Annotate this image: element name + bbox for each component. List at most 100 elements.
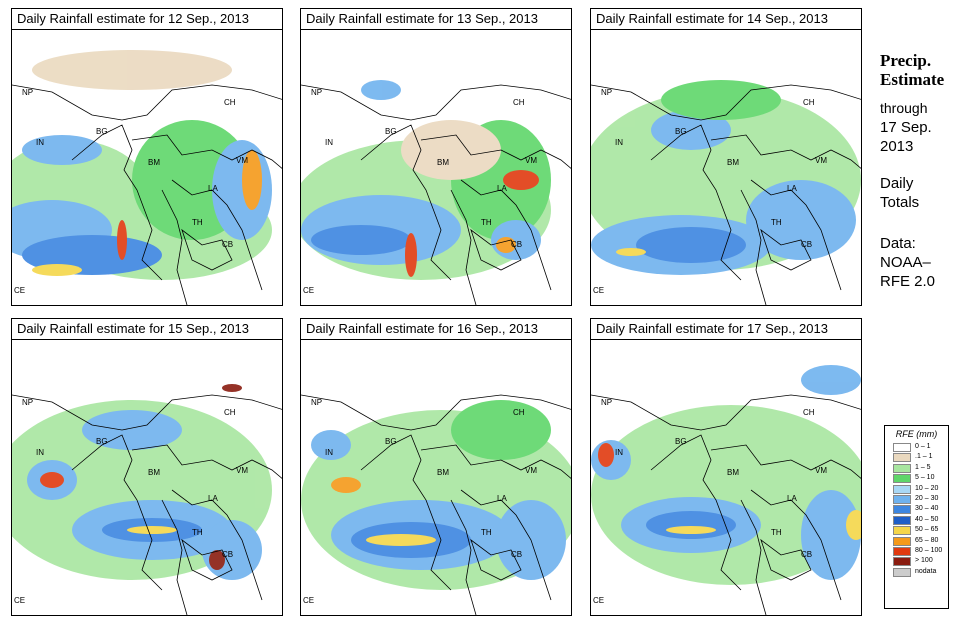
rainfall-map: NP CH IN BG BM VM LA TH CB CE: [301, 30, 571, 305]
rainfall-map-graphic: [591, 30, 861, 305]
rainfall-map-graphic: [301, 30, 571, 305]
country-label: VM: [236, 156, 248, 165]
rainfall-panel-16-sep: Daily Rainfall estimate for 16 Sep., 201…: [300, 318, 572, 616]
country-label: BM: [727, 468, 739, 477]
side-daily-line1: Daily: [880, 175, 914, 192]
country-label: VM: [236, 466, 248, 475]
legend-item: 5 – 10: [885, 473, 948, 484]
country-label: BG: [385, 127, 397, 136]
panel-title: Daily Rainfall estimate for 12 Sep., 201…: [12, 9, 282, 30]
legend-swatch: [893, 505, 911, 515]
panel-title: Daily Rainfall estimate for 17 Sep., 201…: [591, 319, 861, 340]
legend-swatch: [893, 494, 911, 504]
country-label: LA: [208, 184, 218, 193]
side-daily-line2: Totals: [880, 194, 920, 211]
country-label: NP: [311, 88, 323, 97]
country-label: BG: [675, 437, 687, 446]
legend-label: .1 – 1: [915, 453, 933, 461]
country-label: TH: [192, 528, 203, 537]
legend-label: > 100: [915, 557, 933, 565]
country-label: IN: [325, 138, 333, 147]
legend-swatch: [893, 453, 911, 463]
rainfall-panel-17-sep: Daily Rainfall estimate for 17 Sep., 201…: [590, 318, 862, 616]
legend-item: 1 – 5: [885, 463, 948, 473]
country-label: CH: [803, 408, 815, 417]
side-through: through: [880, 100, 928, 116]
legend-item: 10 – 20: [885, 484, 948, 494]
country-label: VM: [815, 466, 827, 475]
legend-item: 30 – 40: [885, 504, 948, 515]
country-label: NP: [22, 398, 34, 407]
country-label: BM: [437, 158, 449, 167]
country-label: CE: [303, 286, 315, 295]
country-label: CB: [222, 240, 234, 249]
country-label: TH: [771, 528, 782, 537]
legend-item: 20 – 30: [885, 494, 948, 504]
legend-item: 80 – 100: [885, 546, 948, 556]
country-label: CB: [511, 550, 523, 559]
side-data-line3: RFE 2.0: [880, 273, 936, 290]
country-label: LA: [787, 184, 797, 193]
legend-label: 50 – 65: [915, 526, 939, 534]
country-label: CH: [224, 98, 236, 107]
legend-label: 65 – 80: [915, 536, 939, 544]
rainfall-map-graphic: [12, 30, 282, 305]
legend-label: 80 – 100: [915, 546, 943, 554]
country-label: CH: [224, 408, 236, 417]
country-label: NP: [601, 398, 613, 407]
side-data-line1: Data:: [880, 235, 916, 252]
legend-swatch: [893, 474, 911, 484]
rainfall-panel-12-sep: Daily Rainfall estimate for 12 Sep., 201…: [11, 8, 283, 306]
country-label: CE: [593, 286, 605, 295]
rainfall-map-graphic: [591, 340, 861, 615]
legend-swatch: [893, 567, 911, 577]
legend-swatch: [893, 536, 911, 546]
country-label: TH: [481, 528, 492, 537]
country-label: TH: [771, 218, 782, 227]
country-label: VM: [815, 156, 827, 165]
country-label: BG: [675, 127, 687, 136]
country-label: LA: [497, 184, 507, 193]
legend-label: 20 – 30: [915, 494, 939, 502]
country-label: CH: [513, 408, 525, 417]
country-label: VM: [525, 156, 537, 165]
legend-item: 65 – 80: [885, 536, 948, 546]
legend-label: 30 – 40: [915, 505, 939, 513]
legend-label: 40 – 50: [915, 515, 939, 523]
side-date-line2: 2013: [880, 138, 914, 155]
country-label: IN: [325, 448, 333, 457]
country-label: CB: [511, 240, 523, 249]
country-label: CE: [14, 286, 26, 295]
country-label: BG: [96, 127, 108, 136]
legend-swatch: [893, 557, 911, 567]
legend-label: 10 – 20: [915, 484, 939, 492]
country-label: IN: [615, 448, 623, 457]
side-date-line1: 17 Sep.: [880, 119, 932, 136]
legend-item: 40 – 50: [885, 515, 948, 525]
country-label: LA: [208, 494, 218, 503]
legend-item: .1 – 1: [885, 452, 948, 463]
country-label: NP: [22, 88, 34, 97]
country-label: CH: [803, 98, 815, 107]
legend-swatch: [893, 443, 911, 452]
country-label: LA: [787, 494, 797, 503]
country-label: BM: [727, 158, 739, 167]
legend-label: 0 – 1: [915, 443, 931, 450]
rainfall-map: NP CH IN BG BM VM LA TH CB CE: [591, 340, 861, 615]
rainfall-panel-15-sep: Daily Rainfall estimate for 15 Sep., 201…: [11, 318, 283, 616]
legend-item: 50 – 65: [885, 525, 948, 536]
legend-swatch: [893, 484, 911, 494]
legend-item: 0 – 1: [885, 442, 948, 452]
country-label: BM: [148, 158, 160, 167]
legend-label: 1 – 5: [915, 463, 931, 471]
country-label: CH: [513, 98, 525, 107]
country-label: VM: [525, 466, 537, 475]
legend-item: nodata: [885, 567, 948, 577]
rainfall-panel-14-sep: Daily Rainfall estimate for 14 Sep., 201…: [590, 8, 862, 306]
rainfall-map: NP CH IN BG BM VM LA TH CB CE: [591, 30, 861, 305]
country-label: CB: [801, 550, 813, 559]
country-label: CE: [14, 596, 26, 605]
rainfall-map: NP CH IN BG BM VM LA TH CB CE: [12, 340, 282, 615]
panel-title: Daily Rainfall estimate for 15 Sep., 201…: [12, 319, 282, 340]
rainfall-map: NP CH IN BG BM VM LA TH CB CE: [301, 340, 571, 615]
